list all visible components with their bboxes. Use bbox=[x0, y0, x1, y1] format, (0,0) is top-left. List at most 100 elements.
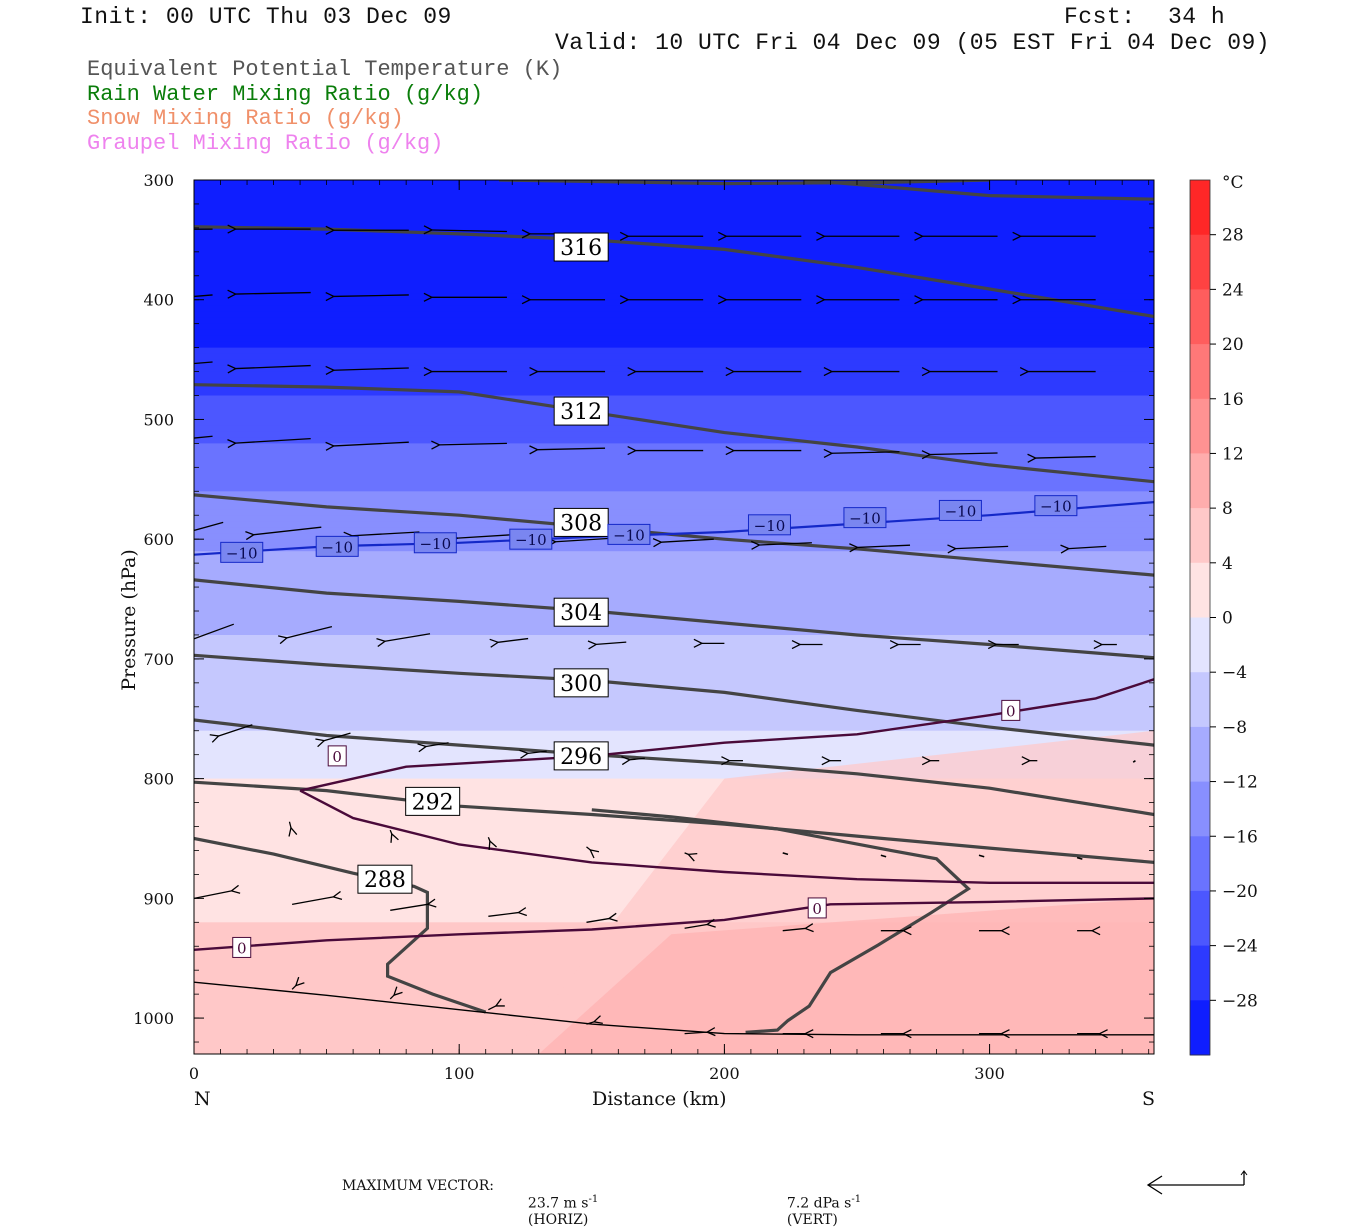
theta-e-label: 296 bbox=[560, 745, 602, 770]
x-tick-label: 200 bbox=[709, 1064, 740, 1083]
temperature-band bbox=[194, 395, 1154, 403]
isotherm-minus-10-label: −10 bbox=[1040, 498, 1072, 516]
y-tick-label: 900 bbox=[143, 889, 174, 908]
isotherm-minus-10-label: −10 bbox=[321, 538, 353, 556]
wind-vector bbox=[254, 526, 322, 535]
colorbar-swatch bbox=[1190, 617, 1210, 673]
wind-vector bbox=[586, 1022, 594, 1025]
wind-vector bbox=[292, 897, 333, 905]
temperature-band bbox=[194, 485, 1154, 493]
wind-vector bbox=[782, 928, 806, 930]
temperature-band bbox=[194, 569, 1154, 576]
wind-vector bbox=[1132, 760, 1136, 763]
isotherm-zero-label: 0 bbox=[237, 939, 247, 957]
temperature-band bbox=[194, 640, 1154, 648]
temperature-band bbox=[194, 796, 1154, 804]
temperature-band bbox=[194, 790, 1154, 798]
colorbar-tick-label: −12 bbox=[1222, 773, 1258, 793]
y-tick-label: 400 bbox=[143, 291, 174, 310]
isotherm-minus-10-label-box bbox=[607, 523, 651, 545]
temperature-band bbox=[194, 449, 1154, 457]
isotherm-minus-10-label-box bbox=[413, 532, 457, 554]
temperature-band bbox=[194, 646, 1154, 654]
forecast-hour: 34 h bbox=[1168, 4, 1226, 30]
legend-snow: Snow Mixing Ratio (g/kg) bbox=[87, 106, 404, 131]
contour-label-layer: 316 312 308 304 300 296 292 288 −10 −10 −10 −10 −10 −… bbox=[220, 232, 1078, 958]
temperature-band bbox=[194, 826, 1154, 834]
colorbar-swatch bbox=[1190, 890, 1210, 947]
wind-vector bbox=[289, 821, 291, 828]
temperature-band bbox=[194, 605, 1154, 612]
temperature-band bbox=[194, 497, 1154, 505]
wind-vector bbox=[352, 531, 420, 536]
isotherm-zero-label-box bbox=[1001, 699, 1021, 721]
temperature-band bbox=[194, 215, 1154, 223]
axis-layer: 300 400 500 600 700 800 900 1000 0 100 200 300 bbox=[133, 171, 1154, 1083]
isotherm-minus-10-label: −10 bbox=[754, 517, 786, 535]
theta-e-label-box bbox=[553, 597, 609, 627]
isotherm-zero bbox=[299, 789, 1154, 884]
temperature-band bbox=[194, 209, 1154, 217]
temperature-band bbox=[194, 509, 1154, 516]
colorbar-swatch bbox=[1190, 836, 1210, 892]
wind-vector bbox=[432, 230, 507, 232]
temperature-band bbox=[194, 694, 1154, 702]
colorbar-swatch bbox=[1190, 453, 1210, 509]
temperature-band bbox=[194, 371, 1154, 379]
wind-vector bbox=[291, 986, 296, 990]
temperature-band bbox=[194, 407, 1154, 415]
wind-vector bbox=[236, 293, 311, 295]
colorbar-tick-label: 20 bbox=[1222, 335, 1244, 355]
temperature-band bbox=[194, 730, 1154, 738]
terrain-line bbox=[194, 981, 1154, 1036]
temperature-band bbox=[194, 724, 1154, 732]
wind-vector bbox=[236, 437, 311, 444]
theta-e-label: 308 bbox=[560, 511, 602, 536]
temperature-band bbox=[194, 239, 1154, 247]
wind-vector bbox=[487, 837, 490, 841]
wind-vector bbox=[528, 751, 547, 753]
temperature-band bbox=[194, 533, 1154, 540]
wind-vector bbox=[287, 625, 333, 638]
isotherm-minus-10-label: −10 bbox=[613, 526, 645, 544]
wind-vector bbox=[488, 1006, 496, 1011]
wind-vector bbox=[858, 545, 911, 547]
temperature-band bbox=[194, 820, 1154, 828]
reference-vector-icon bbox=[1146, 1170, 1248, 1195]
wind-vector bbox=[194, 228, 213, 230]
theta-e-contour bbox=[194, 653, 1154, 747]
temperature-band bbox=[194, 670, 1154, 678]
temperature-band bbox=[194, 527, 1154, 534]
wind-vector bbox=[194, 361, 213, 365]
wind-vector-layer bbox=[194, 228, 1136, 1034]
isotherm-minus-10-label-box bbox=[315, 535, 359, 557]
temperature-band bbox=[194, 311, 1154, 319]
theta-e-label: 300 bbox=[560, 672, 602, 697]
valid-time: Valid: 10 UTC Fri 04 Dec 09 (05 EST Fri … bbox=[555, 30, 1271, 56]
wind-vector bbox=[334, 368, 409, 370]
temperature-band bbox=[194, 676, 1154, 684]
wind-vector bbox=[458, 533, 518, 538]
wind-vector bbox=[324, 732, 351, 741]
colorbar-tick-label: −4 bbox=[1222, 663, 1247, 683]
temperature-band bbox=[194, 491, 1154, 499]
warm-surface-shading bbox=[538, 898, 1154, 1054]
temperature-band bbox=[194, 347, 1154, 355]
wind-vector bbox=[236, 366, 311, 369]
temperature-band bbox=[194, 192, 1154, 199]
colorbar-tick-label: −28 bbox=[1222, 991, 1258, 1011]
temperature-colorbar: 28 24 20 16 12 8 4 0 −4 −8 −12 −16 −20 −24 −28 bbox=[1189, 179, 1258, 1056]
theta-e-contour bbox=[194, 718, 1154, 817]
colorbar-tick-label: 24 bbox=[1222, 280, 1244, 300]
temperature-band bbox=[194, 389, 1154, 397]
isotherm-zero-label-box bbox=[327, 745, 347, 767]
theta-e-contour bbox=[194, 780, 1154, 864]
isotherm-zero-label-box bbox=[807, 897, 827, 919]
theta-e-contour bbox=[194, 578, 1154, 660]
colorbar-tick-label: 0 bbox=[1222, 609, 1233, 629]
wind-vector bbox=[194, 623, 235, 640]
colorbar-unit: °C bbox=[1222, 173, 1244, 193]
temperature-band bbox=[194, 658, 1154, 666]
isotherm-minus-10-label-box bbox=[843, 507, 887, 529]
temperature-band bbox=[194, 664, 1154, 672]
